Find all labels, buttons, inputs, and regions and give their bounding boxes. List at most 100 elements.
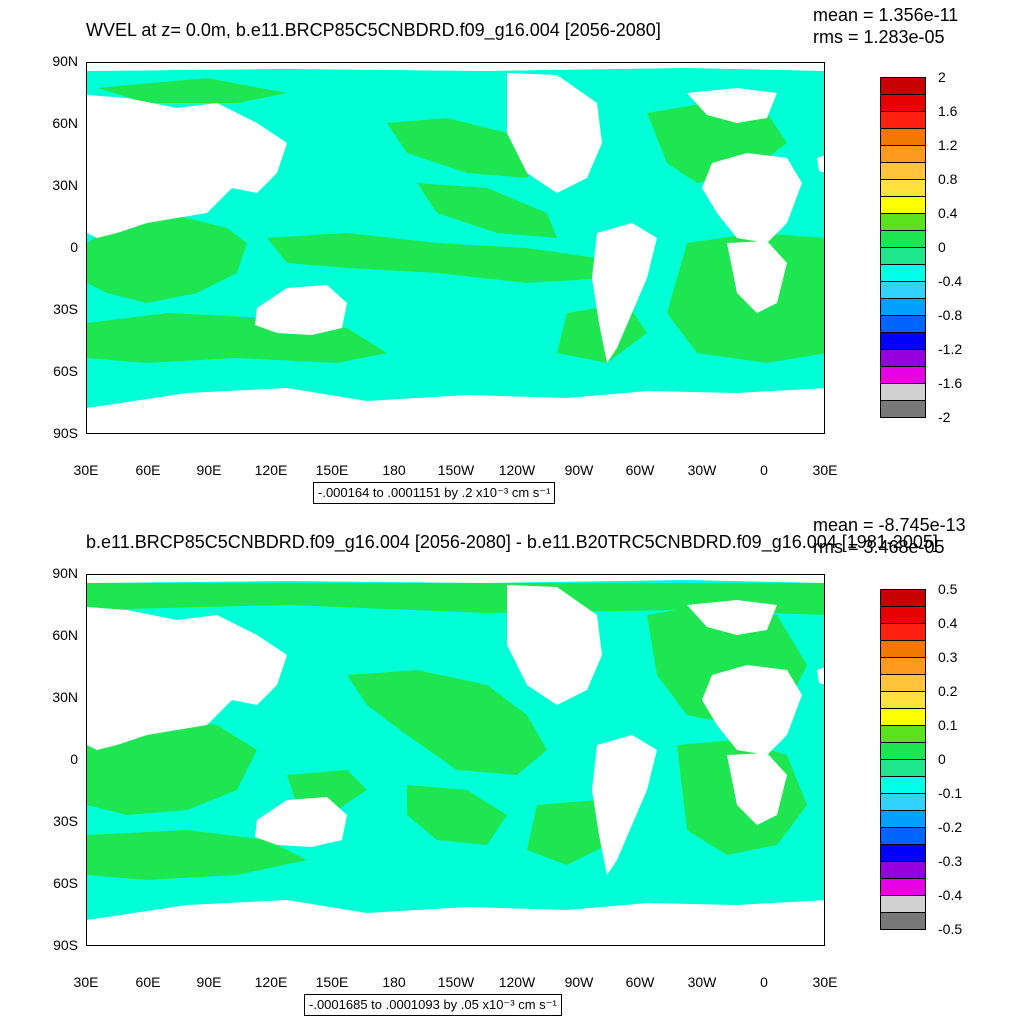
colorbar-cell xyxy=(880,912,926,930)
colorbar-label: -0.8 xyxy=(938,307,963,323)
colorbar-label: -0.3 xyxy=(938,853,963,869)
lon-label: 150E xyxy=(315,974,349,990)
map-panel-bottom: b.e11.BRCP85C5CNBDRD.f09_g16.004 [2056-2… xyxy=(0,512,1024,1024)
colorbar-label: 0 xyxy=(938,751,946,767)
colorbar-label: 0.4 xyxy=(938,615,958,631)
colorbar-cell xyxy=(880,162,926,180)
rms-stat: rms = 3.468e-05 xyxy=(813,537,945,557)
colorbar-cell xyxy=(880,895,926,913)
colorbar-cell xyxy=(880,213,926,231)
colorbar-label: -1.2 xyxy=(938,341,963,357)
lat-label: 30S xyxy=(53,813,78,829)
lon-label: 30E xyxy=(812,974,838,990)
lon-label: 60E xyxy=(135,462,161,478)
lon-label: 90W xyxy=(564,974,594,990)
colorbar-label: -0.4 xyxy=(938,273,963,289)
colorbar-cell xyxy=(880,315,926,333)
lon-label: 90E xyxy=(196,462,222,478)
colorbar-cell xyxy=(880,264,926,282)
colorbar-cell xyxy=(880,247,926,265)
colorbar-label: 0.5 xyxy=(938,581,958,597)
lon-label: 30E xyxy=(812,462,838,478)
colorbar-cell xyxy=(880,742,926,760)
land-mask xyxy=(87,63,824,433)
colorbar-cell xyxy=(880,640,926,658)
lon-label: 120W xyxy=(498,462,536,478)
map-plot xyxy=(86,574,825,946)
lon-label: 30W xyxy=(687,974,717,990)
colorbar-label: 0 xyxy=(938,239,946,255)
colorbar-cell xyxy=(880,691,926,709)
lon-label: 90W xyxy=(564,462,594,478)
lat-label: 60N xyxy=(52,627,78,643)
colorbar-cell xyxy=(880,623,926,641)
colorbar-label: 0.1 xyxy=(938,717,958,733)
lat-label: 60S xyxy=(53,875,78,891)
lon-label: 120E xyxy=(254,462,288,478)
colorbar-label: -2 xyxy=(938,409,951,425)
contour-range-info: -.000164 to .0001151 by .2 x10⁻³ cm s⁻¹ xyxy=(313,482,556,504)
colorbar-cell xyxy=(880,332,926,350)
colorbar-cell xyxy=(880,810,926,828)
lon-label: 120W xyxy=(498,974,536,990)
rms-stat: rms = 1.283e-05 xyxy=(813,27,945,47)
colorbar-cell xyxy=(880,725,926,743)
colorbar-label: -0.1 xyxy=(938,785,963,801)
panel-title: WVEL at z= 0.0m, b.e11.BRCP85C5CNBDRD.f0… xyxy=(86,20,661,40)
lon-label: 30W xyxy=(687,462,717,478)
map-panel-top: WVEL at z= 0.0m, b.e11.BRCP85C5CNBDRD.f0… xyxy=(52,5,963,504)
lon-label: 120E xyxy=(254,974,288,990)
lon-label: 90E xyxy=(196,974,222,990)
colorbar-cell xyxy=(880,145,926,163)
lat-label: 90N xyxy=(52,565,78,581)
lon-label: 0 xyxy=(760,974,768,990)
colorbar-label: -0.5 xyxy=(938,921,963,937)
colorbar-cell xyxy=(880,589,926,607)
lon-label: 180 xyxy=(382,462,406,478)
lon-label: 60E xyxy=(135,974,161,990)
colorbar-cell xyxy=(880,281,926,299)
colorbar-cell xyxy=(880,366,926,384)
ocean-field-map xyxy=(87,575,824,945)
colorbar-label: 0.2 xyxy=(938,683,958,699)
colorbar-cell xyxy=(880,179,926,197)
colorbar-label: 2 xyxy=(938,69,946,85)
lat-label: 0 xyxy=(70,751,78,767)
lat-label: 90S xyxy=(53,937,78,953)
colorbar-cell xyxy=(880,844,926,862)
colorbar-label: 0.4 xyxy=(938,205,958,221)
lat-label: 0 xyxy=(70,239,78,255)
colorbar-cell xyxy=(880,827,926,845)
colorbar-cell xyxy=(880,196,926,214)
lat-label: 30N xyxy=(52,689,78,705)
lon-label: 150W xyxy=(437,974,475,990)
colorbar-label: 0.3 xyxy=(938,649,958,665)
lat-label: 30S xyxy=(53,301,78,317)
lat-label: 30N xyxy=(52,177,78,193)
colorbar-cell xyxy=(880,349,926,367)
colorbar-label: -1.6 xyxy=(938,375,963,391)
lon-label: 60W xyxy=(625,462,655,478)
lon-label: 0 xyxy=(760,462,768,478)
colorbar-cell xyxy=(880,94,926,112)
colorbar-cell xyxy=(880,708,926,726)
mean-stat: mean = 1.356e-11 xyxy=(813,5,959,25)
lat-label: 90S xyxy=(53,425,78,441)
lon-label: 60W xyxy=(625,974,655,990)
colorbar-label: 0.8 xyxy=(938,171,958,187)
colorbar-label: -0.2 xyxy=(938,819,963,835)
colorbar-cell xyxy=(880,793,926,811)
land-mask xyxy=(87,575,824,945)
panel-title: b.e11.BRCP85C5CNBDRD.f09_g16.004 [2056-2… xyxy=(86,532,938,552)
colorbar-cell xyxy=(880,878,926,896)
colorbar-cell xyxy=(880,759,926,777)
colorbar-cell xyxy=(880,111,926,129)
lon-label: 30E xyxy=(73,974,99,990)
colorbar-cell xyxy=(880,128,926,146)
mean-stat: mean = -8.745e-13 xyxy=(813,515,966,535)
colorbar-cell xyxy=(880,298,926,316)
colorbar-label: 1.2 xyxy=(938,137,958,153)
lon-label: 150E xyxy=(315,462,349,478)
colorbar-cell xyxy=(880,776,926,794)
lat-label: 90N xyxy=(52,53,78,69)
